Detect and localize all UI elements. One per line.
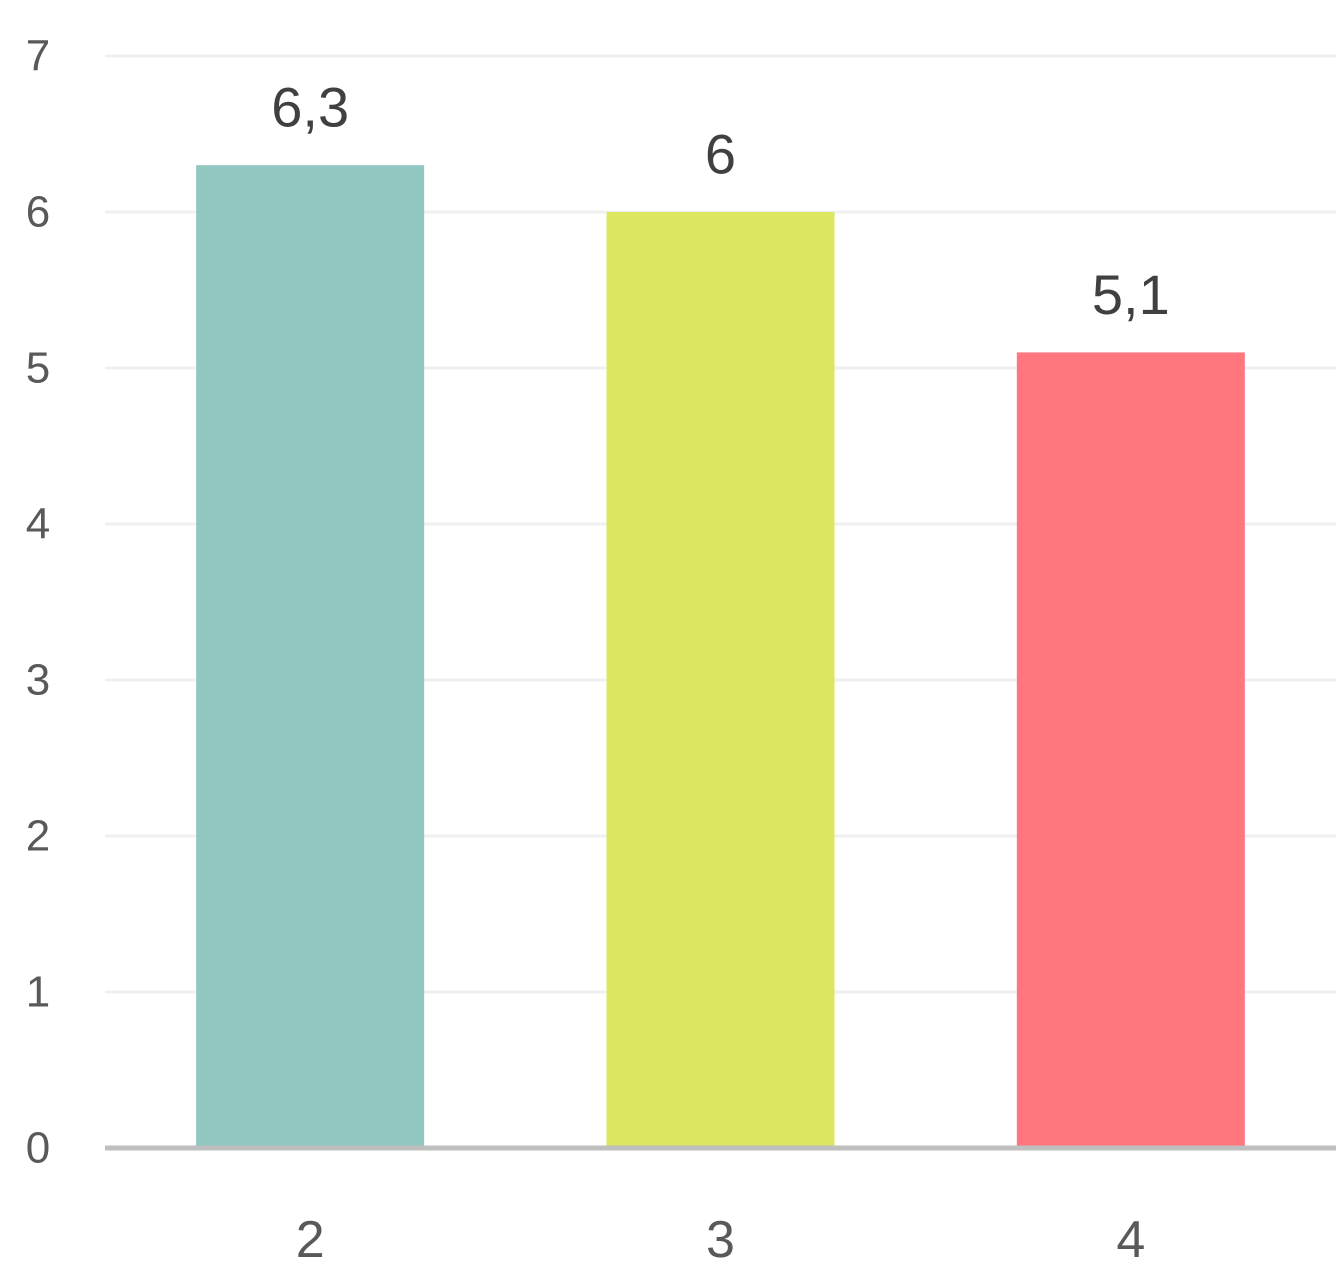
bars [196, 165, 1245, 1148]
y-tick-label-0: 0 [26, 1124, 50, 1173]
y-tick-label-1: 1 [26, 968, 50, 1017]
x-tick-label-2: 2 [296, 1211, 325, 1264]
data-label-2: 6,3 [271, 76, 349, 139]
y-axis-tick-labels: 0 1 2 3 4 5 6 7 [26, 32, 50, 1173]
bar-3 [606, 212, 835, 1148]
y-tick-label-6: 6 [26, 188, 50, 237]
x-tick-label-3: 3 [706, 1211, 735, 1264]
y-tick-label-7: 7 [26, 32, 50, 81]
bar-4 [1016, 352, 1245, 1148]
data-label-4: 5,1 [1092, 263, 1170, 326]
data-labels: 6,3 6 5,1 [271, 76, 1170, 326]
y-tick-label-2: 2 [26, 812, 50, 861]
data-label-3: 6 [705, 123, 736, 186]
y-tick-label-5: 5 [26, 344, 50, 393]
x-tick-label-4: 4 [1116, 1211, 1145, 1264]
y-tick-label-3: 3 [26, 656, 50, 705]
bar-2 [196, 165, 425, 1148]
x-axis-tick-labels: 2 3 4 [296, 1211, 1146, 1264]
y-tick-label-4: 4 [26, 500, 50, 549]
